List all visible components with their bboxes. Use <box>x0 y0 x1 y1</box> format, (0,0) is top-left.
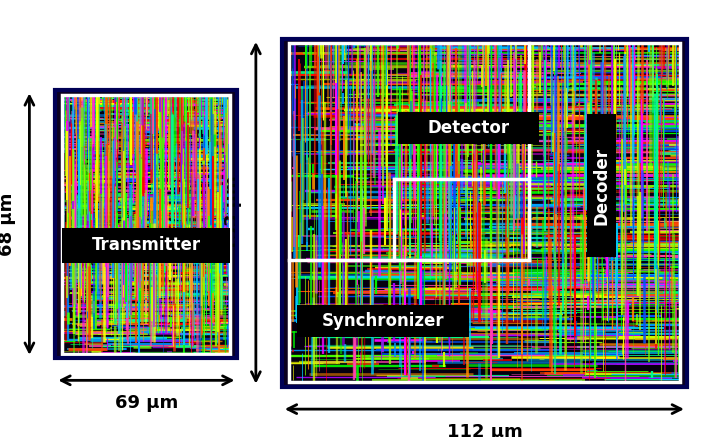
Bar <box>56 90 237 358</box>
Bar <box>289 43 680 382</box>
Bar <box>63 94 230 354</box>
Text: Synchronizer: Synchronizer <box>321 312 444 330</box>
Text: 69 μm: 69 μm <box>115 394 178 412</box>
Bar <box>63 94 230 354</box>
Bar <box>296 305 469 337</box>
Bar <box>289 43 680 382</box>
Bar <box>282 39 687 386</box>
Text: Transmitter: Transmitter <box>92 236 201 254</box>
Bar <box>56 90 237 358</box>
Text: 68 μm: 68 μm <box>0 192 15 256</box>
Text: Decoder: Decoder <box>593 147 611 225</box>
Bar <box>398 112 539 144</box>
Bar <box>282 39 687 386</box>
Bar <box>63 228 230 263</box>
Bar <box>587 114 617 257</box>
Text: 133 μm: 133 μm <box>224 175 242 251</box>
Text: 112 μm: 112 μm <box>446 423 522 437</box>
Text: Detector: Detector <box>428 119 510 137</box>
